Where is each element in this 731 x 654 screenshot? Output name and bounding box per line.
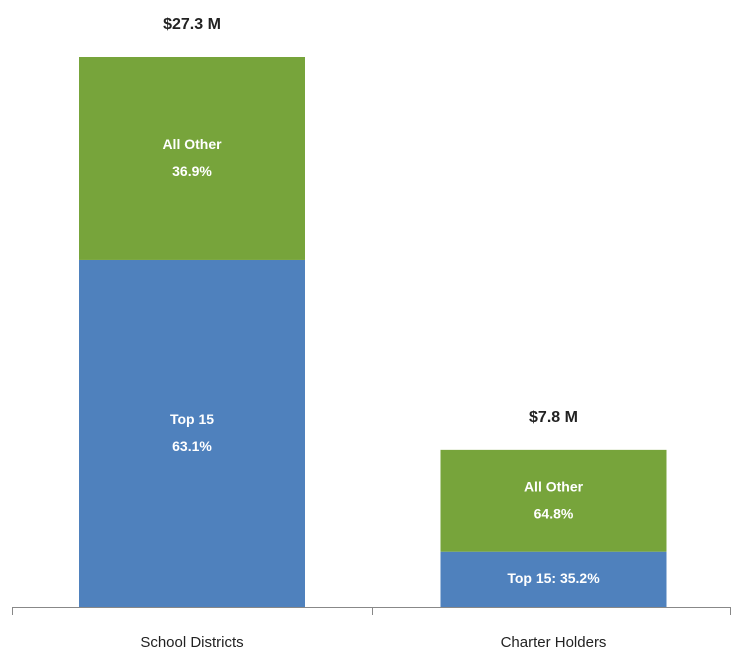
value-label: 36.9% [172, 163, 212, 179]
total-label: $27.3 M [163, 16, 221, 33]
value-label: Top 15: 35.2% [507, 570, 600, 586]
total-label: $7.8 M [529, 409, 578, 426]
bar-segment [79, 57, 305, 260]
x-tick-label: School Districts [140, 634, 243, 651]
value-label: 64.8% [534, 505, 574, 521]
series-label: Top 15 [170, 411, 214, 427]
series-label: All Other [524, 478, 584, 494]
bar-segment [440, 449, 667, 552]
bar-segment [79, 259, 305, 607]
x-tick-label: Charter Holders [501, 634, 607, 651]
bar-segment [440, 551, 667, 607]
value-label: 63.1% [172, 438, 212, 454]
series-label: All Other [162, 136, 222, 152]
